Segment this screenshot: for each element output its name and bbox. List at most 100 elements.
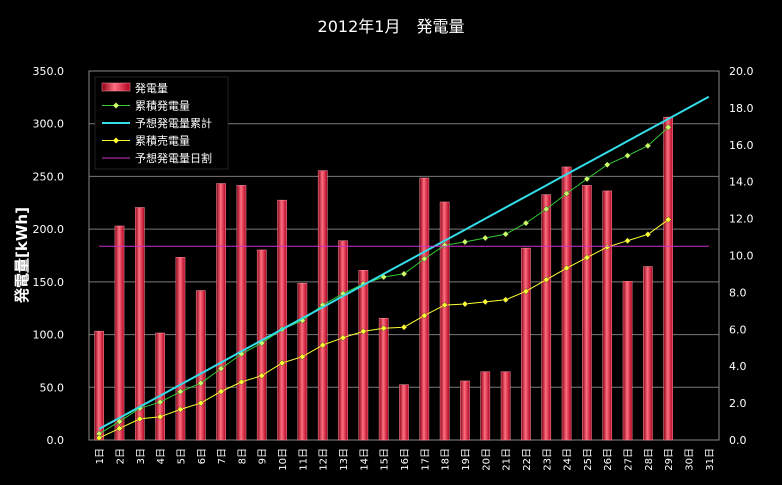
x-tick-label: 8日 [237, 448, 248, 464]
right-tick-label: 6.0 [729, 323, 747, 336]
x-tick-label: 24日 [563, 448, 574, 471]
legend-swatch [101, 82, 131, 92]
data-point [583, 175, 591, 183]
data-point [360, 328, 367, 335]
data-point [624, 237, 631, 245]
series-line [98, 95, 710, 430]
data-point [441, 301, 448, 309]
x-tick-label: 21日 [502, 448, 513, 471]
legend-marker [113, 137, 119, 144]
bar [480, 371, 491, 441]
bar [643, 266, 653, 441]
data-point [583, 254, 591, 261]
x-tick-label: 30日 [685, 448, 696, 471]
bar [399, 384, 409, 441]
data-point [644, 231, 652, 238]
data-point [563, 190, 570, 197]
x-tick-label: 28日 [644, 448, 655, 471]
right-tick-label: 16.0 [729, 139, 754, 152]
x-tick-label: 15日 [380, 448, 391, 471]
data-point [420, 312, 428, 319]
data-point [258, 372, 266, 380]
data-point [420, 255, 428, 263]
x-tick-label: 9日 [258, 448, 269, 464]
data-point [197, 379, 205, 387]
legend-label: 累積売電量 [135, 134, 190, 148]
left-tick-label: 150.0 [33, 276, 65, 289]
bar [378, 317, 389, 441]
bar [216, 183, 226, 441]
data-point [461, 238, 469, 246]
data-point [644, 142, 652, 150]
data-point [542, 205, 550, 213]
data-point [522, 287, 530, 295]
x-tick-label: 1日 [95, 448, 106, 464]
bar [561, 166, 572, 441]
x-tick-label: 10日 [278, 448, 289, 471]
data-point [400, 323, 408, 331]
data-point [278, 359, 286, 367]
data-point [664, 123, 672, 131]
chart-title: 2012年1月 発電量 [318, 17, 465, 36]
bar [663, 116, 674, 441]
right-tick-label: 0.0 [729, 434, 747, 447]
x-tick-label: 18日 [441, 448, 452, 471]
bar [297, 282, 308, 441]
bar [439, 201, 450, 441]
data-point [299, 353, 306, 361]
bar [521, 247, 531, 441]
x-tick-label: 3日 [136, 448, 147, 464]
right-tick-label: 20.0 [729, 65, 754, 78]
data-point [481, 298, 489, 306]
line-series [95, 95, 710, 442]
x-tick-label: 27日 [624, 448, 635, 471]
bar [134, 207, 145, 441]
data-point [502, 296, 509, 304]
legend-label: 累積発電量 [135, 99, 190, 113]
right-tick-label: 12.0 [729, 213, 754, 226]
data-point [177, 406, 184, 413]
x-tick-label: 11日 [298, 448, 309, 471]
right-axis-ticks: 0.0 2.0 4.0 6.0 8.0 10.0 12.0 14.0 16.0 18.0 20.0 [729, 65, 754, 447]
bar [175, 257, 186, 441]
data-point [177, 388, 184, 396]
x-tick-label: 25日 [583, 448, 594, 471]
legend-label: 予想発電量累計 [135, 116, 212, 130]
bar [195, 290, 206, 441]
data-point [238, 378, 245, 386]
data-point [502, 230, 509, 238]
bar [277, 199, 287, 441]
data-point [380, 324, 388, 332]
data-point [156, 413, 164, 421]
data-point [542, 276, 550, 284]
right-tick-label: 14.0 [729, 176, 754, 189]
left-tick-label: 50.0 [40, 381, 65, 394]
x-tick-label: 20日 [481, 448, 492, 471]
bar [114, 225, 125, 441]
x-tick-label: 16日 [400, 448, 411, 471]
bar [602, 190, 613, 441]
x-tick-label: 22日 [522, 448, 533, 471]
left-tick-label: 350.0 [33, 65, 65, 78]
left-tick-label: 300.0 [33, 118, 65, 131]
data-point [481, 234, 489, 242]
data-point [339, 334, 347, 342]
x-tick-label: 2日 [115, 448, 126, 464]
x-tick-label: 17日 [420, 448, 431, 471]
data-point [603, 161, 611, 169]
x-tick-label: 7日 [217, 448, 228, 464]
x-tick-label: 26日 [603, 448, 614, 471]
left-tick-label: 200.0 [33, 223, 65, 236]
right-tick-label: 18.0 [729, 102, 754, 115]
data-point [664, 216, 672, 224]
bar [358, 270, 369, 441]
data-point [461, 300, 469, 308]
x-tick-label: 6日 [197, 448, 208, 464]
bar [94, 330, 104, 441]
x-tick-label: 14日 [359, 448, 370, 471]
right-tick-label: 4.0 [729, 360, 747, 373]
legend-label: 発電量 [135, 81, 168, 95]
x-tick-label: 31日 [705, 448, 716, 471]
bar [582, 185, 592, 441]
